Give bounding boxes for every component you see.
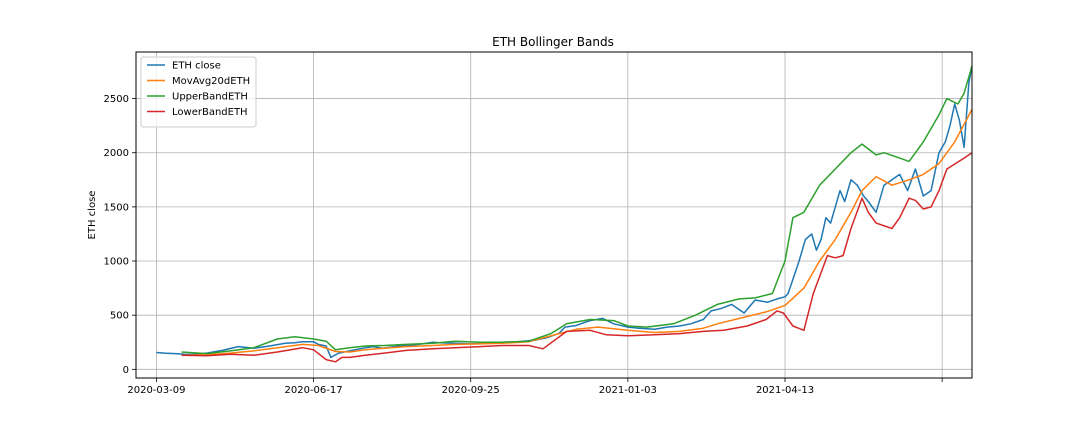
chart-title: ETH Bollinger Bands [492, 35, 614, 49]
y-axis: 0 500 1000 1500 2000 2500 [104, 94, 136, 376]
legend-label: MovAvg20dETH [172, 76, 250, 87]
legend: ETH close MovAvg20dETH UpperBandETH LowerBa… [140, 56, 257, 128]
series-line-movavg20deth [181, 109, 973, 357]
series-line-upperbandeth [181, 65, 973, 355]
series-line-lowerbandeth [181, 152, 973, 363]
x-tick-label: 2021-04-13 [756, 385, 814, 396]
y-tick-label: 2500 [104, 94, 129, 105]
y-axis-label: ETH close [87, 191, 98, 240]
y-tick-label: 500 [110, 311, 129, 322]
legend-label: ETH close [172, 61, 221, 72]
x-tick-label: 2021-01-03 [599, 385, 657, 396]
series-line-eth-close [156, 65, 973, 359]
y-tick-label: 1000 [104, 257, 129, 268]
plot-series [156, 65, 973, 363]
x-tick-label: 2020-06-17 [285, 385, 343, 396]
legend-label: LowerBandETH [172, 107, 248, 118]
x-tick-label: 2020-03-09 [127, 385, 185, 396]
x-tick-label: 2020-09-25 [442, 385, 500, 396]
grid [136, 52, 972, 378]
y-tick-label: 2000 [104, 148, 129, 159]
y-tick-label: 1500 [104, 202, 129, 213]
plot-frame [135, 51, 973, 379]
x-axis: 2020-03-09 2020-06-17 2020-09-25 2021-01-03… [127, 378, 943, 396]
legend-label: UpperBandETH [172, 92, 248, 103]
y-tick-label: 0 [123, 365, 129, 376]
legend-box [140, 56, 257, 128]
